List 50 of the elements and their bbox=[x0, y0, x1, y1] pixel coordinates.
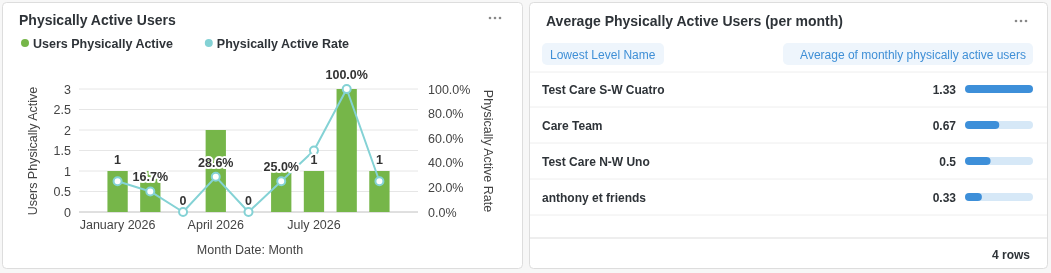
legend-label: Physically Active Rate bbox=[216, 36, 350, 51]
y2-tick-label: 60.0% bbox=[428, 131, 464, 146]
data-label: 0 bbox=[245, 194, 253, 208]
point bbox=[210, 171, 221, 182]
chart-title: Physically Active Users bbox=[19, 12, 176, 28]
y-tick-label: Test Care N-W Uno bbox=[542, 154, 650, 169]
data-label: 1 bbox=[375, 153, 383, 167]
bar bbox=[336, 89, 357, 212]
text: Average Physically Active Users (per month) bbox=[546, 13, 843, 29]
y-tick-label: 1 bbox=[64, 164, 72, 179]
data-label: 1 bbox=[310, 153, 318, 167]
legend-label: Users Physically Active bbox=[33, 36, 173, 51]
y-tick-label: 2 bbox=[64, 123, 72, 138]
data-label: 0.5 bbox=[939, 154, 957, 169]
point bbox=[276, 176, 287, 187]
data-label: 1 bbox=[114, 153, 122, 167]
x-axis-title: Average of monthly physically active users bbox=[800, 47, 1026, 62]
y-tick-label: Care Team bbox=[542, 118, 603, 133]
x-axis-title: Month Date: Month bbox=[196, 243, 304, 257]
bar bbox=[303, 171, 325, 212]
y-tick-label: 1.5 bbox=[53, 144, 72, 158]
point bbox=[243, 207, 254, 217]
data-label: 0 bbox=[179, 194, 187, 208]
y-axis-title: Users Physically Active bbox=[26, 86, 40, 216]
y2-tick-label: 100.0% bbox=[428, 82, 471, 97]
y-axis-title: Lowest Level Name bbox=[550, 47, 656, 62]
point bbox=[112, 176, 123, 187]
point bbox=[178, 207, 189, 217]
y-tick-label: 0.5 bbox=[53, 185, 72, 199]
y-tick-label: 0 bbox=[64, 205, 72, 220]
y2-axis-title: Physically Active Rate bbox=[481, 89, 495, 213]
y-tick-label: Test Care S-W Cuatro bbox=[542, 82, 665, 97]
y-tick-label: 3 bbox=[64, 82, 72, 97]
text: 4 rows bbox=[991, 248, 1031, 262]
point bbox=[341, 84, 352, 94]
data-label: 0.67 bbox=[932, 118, 957, 133]
data-label: 0.33 bbox=[932, 190, 957, 205]
y2-tick-label: 20.0% bbox=[428, 180, 464, 195]
x-tick-label: January 2026 bbox=[79, 218, 156, 232]
y-tick-label: anthony et friends bbox=[542, 190, 647, 205]
y-tick-label: 2.5 bbox=[53, 103, 72, 117]
x-tick-label: July 2026 bbox=[287, 218, 341, 232]
x-tick-label: April 2026 bbox=[187, 218, 244, 232]
data-label: 1.33 bbox=[932, 82, 957, 97]
y2-tick-label: 0.0% bbox=[428, 205, 457, 220]
bar bbox=[965, 85, 1033, 93]
y2-tick-label: 80.0% bbox=[428, 107, 464, 122]
point bbox=[374, 176, 385, 187]
y2-tick-label: 40.0% bbox=[428, 156, 464, 171]
data-label: 100.0% bbox=[325, 68, 368, 82]
